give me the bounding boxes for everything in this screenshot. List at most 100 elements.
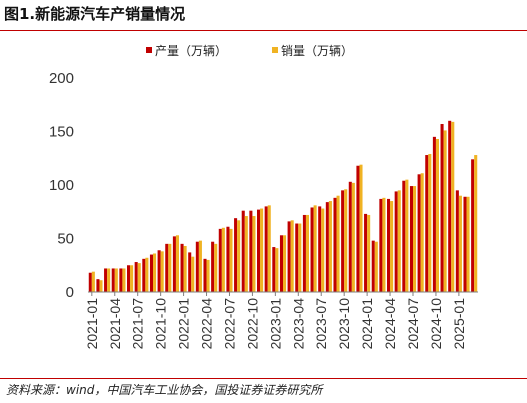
production-bar-2024-07 [409,186,413,292]
sales-bar-2022-10 [252,216,256,292]
sales-bar-2024-12 [451,121,455,293]
y-tick-label: 200 [49,70,74,87]
x-tick-label: 2021-10 [153,298,169,350]
sales-bar-2021-05 [122,268,126,292]
production-bar-2021-07 [134,262,138,292]
production-bar-2023-10 [341,190,345,292]
sales-bar-2025-03 [474,155,478,292]
production-bar-2022-10 [249,210,253,292]
production-bar-2023-11 [348,181,352,292]
sales-bar-2022-02 [191,256,195,292]
source-note: 资料来源：wind，中国汽车工业协会，国投证券证券研究所 [6,383,323,397]
production-bar-2021-10 [157,250,161,292]
y-tick-label: 150 [49,124,74,141]
production-bar-2023-12 [356,165,360,292]
production-bar-2021-05 [119,268,123,292]
sales-bar-2022-01 [183,245,187,292]
legend-label-2: 销量（万辆） [281,44,353,58]
production-bar-2024-09 [425,155,429,292]
production-bar-2024-02 [371,240,375,292]
x-tick-label: 2021-07 [130,298,146,350]
sales-bar-2021-08 [145,257,149,292]
production-bar-2023-08 [325,202,329,292]
x-tick-label: 2024-01 [359,298,375,350]
x-tick-label: 2025-01 [451,298,467,350]
sales-bar-2023-09 [336,195,340,292]
sales-bar-2024-03 [382,197,386,292]
sales-bar-2021-07 [137,263,141,292]
sales-bar-2021-10 [160,251,164,292]
sales-bar-2024-08 [420,173,424,292]
production-bar-2023-05 [302,214,306,292]
production-bar-2023-04 [295,223,299,292]
sales-bar-2021-11 [168,243,172,292]
chart-title: 图1.新能源汽车产销量情况 [4,5,186,23]
sales-bar-2022-03 [198,240,202,292]
sales-bar-2023-12 [359,164,363,292]
sales-bar-2023-08 [328,201,332,292]
production-bar-2021-09 [149,254,153,292]
x-tick-label: 2023-07 [313,298,329,350]
production-bar-2022-09 [241,210,245,292]
x-tick-label: 2021-01 [84,298,100,350]
x-tick-label: 2024-10 [428,298,444,350]
production-bar-2024-11 [440,124,444,292]
sales-bar-2025-02 [466,196,470,292]
sales-bar-2021-04 [114,268,118,292]
production-bar-2025-03 [471,159,475,292]
production-bar-2022-01 [180,243,184,292]
sales-bar-2021-09 [153,253,157,292]
sales-bar-2024-05 [397,190,401,292]
sales-bar-2021-03 [107,268,111,292]
sales-bar-2021-12 [175,235,179,292]
y-tick-label: 100 [49,177,74,194]
production-bar-2022-06 [218,228,222,292]
production-bar-2022-04 [203,258,207,292]
sales-bar-2022-07 [229,228,233,292]
production-bar-2021-06 [127,265,131,292]
sales-bar-2023-06 [313,205,317,292]
sales-bar-2023-03 [290,220,294,292]
x-tick-label: 2022-01 [176,298,192,350]
production-bar-2023-01 [272,247,276,292]
y-tick-label: 0 [66,284,74,301]
sales-bar-2023-01 [275,248,279,292]
production-bar-2022-07 [226,226,230,292]
sales-bar-2023-04 [298,223,302,292]
production-bar-2022-05 [211,241,215,292]
sales-bar-2023-10 [344,189,348,292]
sales-bar-2024-02 [374,241,378,292]
sales-bar-2022-12 [267,205,271,292]
production-bar-2022-12 [264,206,268,292]
sales-bar-2024-01 [367,214,371,292]
sales-bar-2022-06 [221,227,225,292]
bar-series [88,120,478,293]
production-bar-2024-03 [379,198,383,292]
sales-bar-2024-11 [443,130,447,292]
legend-swatch-2 [272,47,278,53]
production-bar-2021-01 [88,272,92,292]
sales-bar-2024-10 [435,138,439,292]
sales-bar-2022-04 [206,259,210,292]
production-bar-2021-12 [172,236,176,292]
sales-bar-2022-09 [244,216,248,292]
production-bar-2022-08 [234,218,238,292]
production-bar-2021-04 [111,268,115,292]
production-bar-2024-01 [364,213,368,292]
legend-swatch-1 [146,47,152,53]
production-bar-2023-02 [279,235,283,292]
x-tick-label: 2024-04 [382,298,398,350]
production-bar-2024-08 [417,174,421,292]
x-tick-label: 2022-10 [244,298,260,350]
production-bar-2022-11 [257,209,261,292]
production-bar-2023-09 [333,197,337,292]
y-axis: 0 50 100 150 200 [49,70,74,301]
x-tick-label: 2023-04 [290,298,306,350]
sales-bar-2024-06 [405,179,409,292]
production-bar-2022-03 [195,241,199,292]
sales-bar-2022-05 [214,243,218,292]
production-bar-2023-03 [287,221,291,292]
y-tick-label: 50 [57,231,74,248]
production-bar-2024-10 [432,136,436,292]
